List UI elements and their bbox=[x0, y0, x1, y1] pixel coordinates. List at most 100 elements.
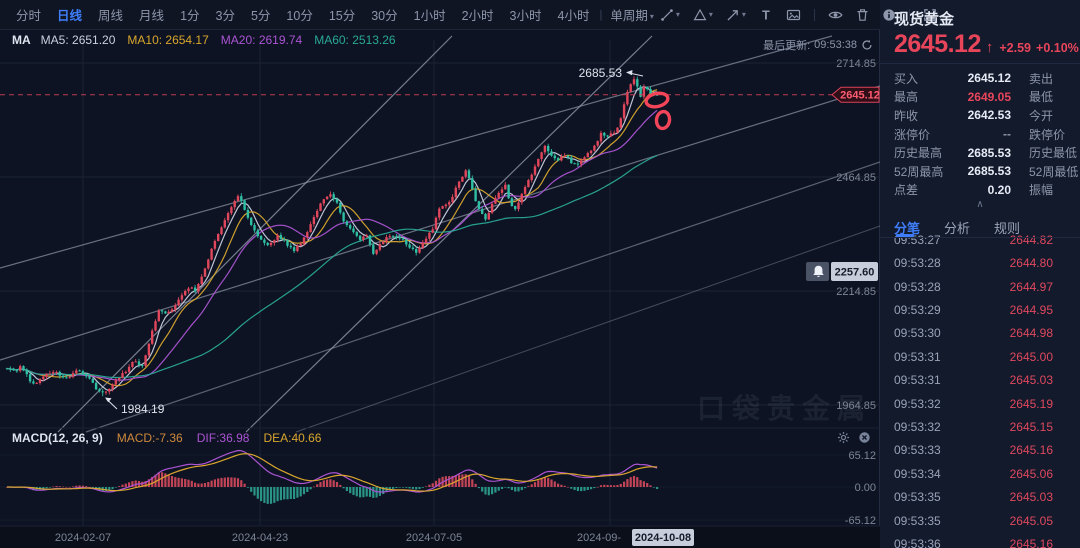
price-row: 2645.12 ↑ +2.59 +0.10% bbox=[880, 29, 1080, 63]
tick-price: 2645.16 bbox=[1009, 443, 1053, 458]
tick-row: 09:53:30 2644.98 bbox=[880, 322, 1080, 345]
watermark: 口袋贵金属 bbox=[697, 392, 865, 424]
tick-price: 2644.97 bbox=[1009, 279, 1053, 294]
delete-drawings-icon[interactable] bbox=[856, 8, 869, 22]
stat-label: 52周最高 bbox=[894, 164, 944, 179]
stat-label: 历史最高 bbox=[894, 146, 943, 161]
stat-value: 2685.53 bbox=[967, 164, 1011, 179]
toolbar-separator: | bbox=[599, 8, 603, 21]
trend-arrow-tool-icon[interactable]: ▾ bbox=[726, 8, 746, 22]
tick-price: 2644.82 bbox=[1009, 232, 1053, 247]
stat-label: 卖出 bbox=[1029, 71, 1054, 86]
svg-text:1984.19: 1984.19 bbox=[121, 402, 165, 416]
tick-time: 09:53:33 bbox=[894, 443, 941, 458]
chevron-down-icon: ▾ bbox=[675, 10, 680, 19]
stat-label: 涨停价 bbox=[894, 127, 931, 142]
tick-row: 09:53:31 2645.00 bbox=[880, 345, 1080, 368]
tick-row: 09:53:32 2645.15 bbox=[880, 415, 1080, 438]
tick-time: 09:53:34 bbox=[894, 466, 941, 481]
price-alert-tag[interactable]: 2257.60 bbox=[806, 262, 878, 281]
tick-time: 09:53:30 bbox=[894, 326, 941, 341]
line-tool-icon[interactable]: ▾ bbox=[660, 8, 680, 22]
stat-value: 2685.53 bbox=[967, 145, 1011, 160]
svg-text:2024-10-08: 2024-10-08 bbox=[635, 532, 691, 544]
single-period-dropdown[interactable]: 单周期 ▾ bbox=[604, 5, 660, 24]
stat-label: 买入 bbox=[894, 71, 919, 86]
timeframe-2小时[interactable]: 2小时 bbox=[461, 9, 494, 23]
visibility-toggle-icon[interactable] bbox=[828, 8, 843, 22]
bell-icon bbox=[813, 265, 824, 277]
stat-label: 振幅 bbox=[1029, 183, 1054, 198]
tab-分笔[interactable]: 分笔 bbox=[894, 218, 920, 238]
x-axis-label: 2024-04-23 bbox=[232, 532, 288, 544]
tick-price: 2644.95 bbox=[1009, 303, 1053, 318]
text-tool-icon[interactable]: T bbox=[759, 8, 773, 22]
timeframe-30分[interactable]: 30分 bbox=[371, 9, 398, 23]
timeframe-toolbar: 分时 日线 周线 月线 1分 3分 5分 10分 15分 30分 1小时 2小时 3小时 4小时 | 单周… bbox=[0, 0, 936, 30]
gear-icon[interactable] bbox=[837, 431, 850, 444]
timeframe-10分[interactable]: 10分 bbox=[286, 9, 313, 23]
timeframe-1分[interactable]: 1分 bbox=[180, 9, 200, 23]
macd-tools bbox=[837, 431, 871, 444]
tick-price: 2645.19 bbox=[1009, 396, 1053, 411]
tick-row: 09:53:35 2645.03 bbox=[880, 485, 1080, 508]
tick-list: 09:53:27 2644.82 09:53:28 2644.80 09:53:28 26… bbox=[880, 228, 1080, 548]
image-tool-icon[interactable] bbox=[786, 8, 801, 22]
price-up-arrow-icon: ↑ bbox=[985, 39, 994, 56]
tick-row: 09:53:34 2645.06 bbox=[880, 462, 1080, 485]
timeframe-1小时[interactable]: 1小时 bbox=[413, 9, 446, 23]
tab-规则[interactable]: 规则 bbox=[994, 221, 1021, 237]
tick-time: 09:53:36 bbox=[894, 536, 941, 548]
tick-price: 2645.03 bbox=[1009, 490, 1053, 505]
trend-lines[interactable] bbox=[0, 35, 880, 433]
chart-section: 口袋贵金属 65.12 0.00 -65.12 2714.85 2464.85 2214.8… bbox=[0, 0, 936, 548]
x-axis-label: 2024-02-07 bbox=[55, 532, 111, 544]
stat-value: -- bbox=[1003, 127, 1011, 142]
collapse-chevron-icon[interactable]: ∧ bbox=[976, 199, 984, 211]
tick-price: 2645.16 bbox=[1009, 536, 1053, 548]
tick-row: 09:53:28 2644.80 bbox=[880, 252, 1080, 275]
tick-price: 2644.98 bbox=[1009, 326, 1053, 341]
info-icon[interactable] bbox=[882, 8, 896, 22]
tools-separator bbox=[813, 8, 815, 21]
shape-tool-icon[interactable]: ▾ bbox=[693, 8, 713, 22]
macd-axis-label: 0.00 bbox=[855, 482, 876, 494]
annotations: 2685.53 1984.19 bbox=[105, 66, 644, 416]
tick-price: 2645.03 bbox=[1009, 373, 1053, 388]
quote-panel: 现货黄金 2645.12 ↑ +2.59 +0.10% 买入 2645.12 卖出最… bbox=[880, 0, 1080, 548]
y-axis-label: 1964.85 bbox=[836, 400, 876, 412]
timeframe-3小时[interactable]: 3小时 bbox=[509, 9, 542, 23]
chart-canvas[interactable]: 口袋贵金属 65.12 0.00 -65.12 2714.85 2464.85 2214.8… bbox=[0, 0, 880, 548]
stat-value: 2645.12 bbox=[967, 71, 1011, 86]
stat-row: 涨停价 -- 跌停价 bbox=[894, 125, 1080, 144]
tick-time: 09:53:32 bbox=[894, 419, 941, 434]
stat-label: 52周最低 bbox=[1029, 164, 1079, 179]
svg-text:2257.60: 2257.60 bbox=[835, 266, 875, 278]
timeframe-5分[interactable]: 5分 bbox=[250, 9, 271, 23]
stat-label: 历史最低 bbox=[1029, 146, 1078, 161]
fullscreen-icon[interactable] bbox=[923, 8, 937, 22]
circle-marks[interactable] bbox=[644, 91, 672, 131]
stat-row: 点差 0.20 振幅 bbox=[894, 181, 1080, 200]
timeframe-list: 分时 日线 周线 月线 1分 3分 5分 10分 15分 30分 1小时 2小时 3小时 4小时 bbox=[8, 5, 597, 24]
macd-histogram bbox=[5, 472, 659, 504]
timeframe-月线[interactable]: 月线 bbox=[139, 9, 165, 23]
timeframe-4小时[interactable]: 4小时 bbox=[557, 9, 590, 23]
tick-time: 09:53:32 bbox=[894, 396, 941, 411]
divider bbox=[880, 63, 1080, 64]
refresh-icon[interactable] bbox=[861, 39, 873, 51]
gridlines bbox=[0, 40, 880, 525]
stat-label: 最低 bbox=[1029, 90, 1054, 105]
timeframe-周线[interactable]: 周线 bbox=[98, 9, 124, 23]
tab-分析[interactable]: 分析 bbox=[944, 221, 971, 237]
stat-row: 52周最高 2685.53 52周最低 bbox=[894, 162, 1080, 181]
macd-axis-label: -65.12 bbox=[845, 515, 876, 527]
timeframe-15分[interactable]: 15分 bbox=[328, 9, 356, 23]
close-icon[interactable] bbox=[858, 431, 871, 444]
stat-row: 昨收 2642.53 今开 bbox=[894, 106, 1080, 125]
timeframe-3分[interactable]: 3分 bbox=[215, 9, 235, 23]
current-date-box bbox=[632, 529, 694, 546]
timeframe-日线[interactable]: 日线 bbox=[57, 9, 83, 23]
timeframe-分时[interactable]: 分时 bbox=[16, 9, 42, 23]
y-axis-label: 2464.85 bbox=[836, 172, 876, 184]
